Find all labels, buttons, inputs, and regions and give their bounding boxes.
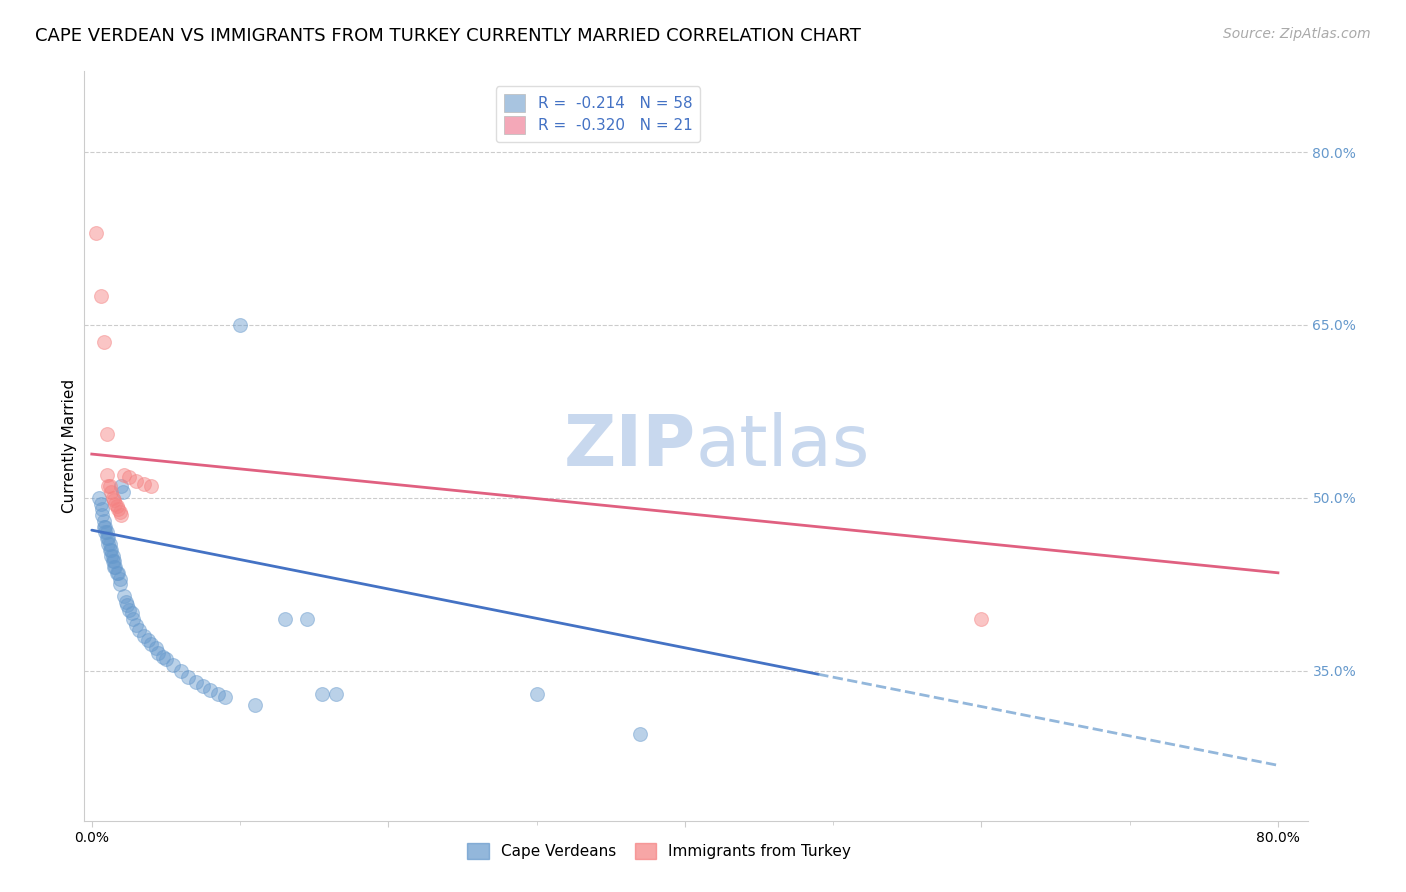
Point <box>132 629 155 643</box>
Point <box>96 427 118 442</box>
Point <box>325 687 347 701</box>
Text: ZIP: ZIP <box>564 411 696 481</box>
Point <box>139 479 162 493</box>
Point <box>103 554 125 568</box>
Point <box>97 531 120 545</box>
Point <box>101 491 124 505</box>
Point <box>93 519 115 533</box>
Point <box>90 289 112 303</box>
Point <box>93 514 115 528</box>
Text: atlas: atlas <box>696 411 870 481</box>
Point <box>115 594 138 608</box>
Point <box>628 727 651 741</box>
Point <box>89 491 111 505</box>
Point <box>108 505 131 519</box>
Point <box>105 499 128 513</box>
Point <box>128 624 150 638</box>
Point <box>110 479 132 493</box>
Point <box>101 549 124 563</box>
Point <box>295 612 318 626</box>
Point <box>91 508 114 523</box>
Point <box>107 502 129 516</box>
Point <box>125 474 148 488</box>
Point <box>104 560 127 574</box>
Point <box>96 467 118 482</box>
Point <box>155 652 177 666</box>
Point <box>148 647 170 661</box>
Point <box>98 479 121 493</box>
Point <box>136 632 159 647</box>
Point <box>93 335 115 350</box>
Y-axis label: Currently Married: Currently Married <box>62 379 77 513</box>
Point <box>121 606 143 620</box>
Point <box>94 519 117 533</box>
Point <box>91 502 114 516</box>
Point <box>200 683 222 698</box>
Point <box>273 612 295 626</box>
Point <box>207 687 229 701</box>
Point <box>97 537 120 551</box>
Point <box>96 525 118 540</box>
Point <box>170 664 193 678</box>
Point <box>98 542 121 557</box>
Point <box>311 687 333 701</box>
Point <box>103 493 125 508</box>
Point <box>100 485 122 500</box>
Point <box>111 485 134 500</box>
Legend: Cape Verdeans, Immigrants from Turkey: Cape Verdeans, Immigrants from Turkey <box>461 838 858 865</box>
Point <box>97 479 120 493</box>
Point <box>103 560 125 574</box>
Point <box>118 603 141 617</box>
Point <box>100 549 122 563</box>
Point <box>84 226 107 240</box>
Point <box>108 577 131 591</box>
Point <box>229 318 252 332</box>
Point <box>90 497 112 511</box>
Point <box>145 640 167 655</box>
Point <box>214 690 236 705</box>
Point <box>191 679 214 693</box>
Point <box>184 675 207 690</box>
Point <box>105 566 128 580</box>
Point <box>122 612 145 626</box>
Point <box>139 637 162 651</box>
Point <box>132 477 155 491</box>
Point <box>970 612 993 626</box>
Point <box>101 554 124 568</box>
Point <box>117 598 139 612</box>
Text: Source: ZipAtlas.com: Source: ZipAtlas.com <box>1223 27 1371 41</box>
Point <box>104 497 127 511</box>
Point <box>98 537 121 551</box>
Point <box>152 649 174 664</box>
Point <box>112 589 135 603</box>
Point <box>107 566 129 580</box>
Point <box>125 617 148 632</box>
Text: CAPE VERDEAN VS IMMIGRANTS FROM TURKEY CURRENTLY MARRIED CORRELATION CHART: CAPE VERDEAN VS IMMIGRANTS FROM TURKEY C… <box>35 27 860 45</box>
Point <box>108 572 131 586</box>
Point <box>243 698 266 713</box>
Point <box>112 467 135 482</box>
Point <box>118 470 141 484</box>
Point <box>94 525 117 540</box>
Point <box>100 542 122 557</box>
Point <box>162 658 184 673</box>
Point <box>177 669 200 683</box>
Point <box>526 687 548 701</box>
Point <box>96 531 118 545</box>
Point <box>110 508 132 523</box>
